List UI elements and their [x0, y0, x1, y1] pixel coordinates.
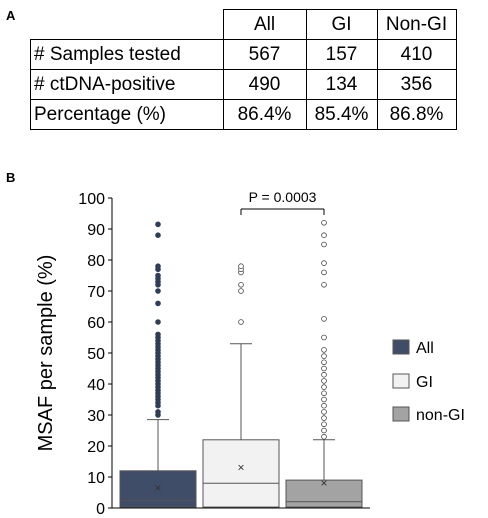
outlier-point — [321, 390, 327, 397]
outlier-point — [321, 232, 327, 239]
outlier-point — [321, 316, 327, 322]
outlier-point — [238, 263, 244, 270]
outlier-point — [321, 241, 327, 248]
y-tick-label: 40 — [87, 377, 105, 394]
outlier-point — [321, 378, 327, 384]
outlier-point — [155, 319, 161, 325]
outlier-point — [155, 288, 161, 294]
legend-label: All — [416, 340, 434, 357]
table-cell: 134 — [305, 69, 378, 100]
outlier-point — [238, 319, 244, 325]
legend-swatch — [392, 339, 410, 355]
outlier-point — [321, 421, 327, 428]
outlier-point — [238, 281, 244, 288]
table-cell: 86.4% — [222, 99, 307, 130]
table-row: Percentage (%) 86.4% 85.4% 86.8% — [30, 99, 457, 130]
outlier-point — [155, 409, 161, 415]
outlier-point — [321, 433, 327, 440]
outlier-point — [155, 300, 161, 307]
y-tick-label: 60 — [87, 315, 105, 332]
box-all — [119, 470, 197, 508]
outlier-point — [155, 331, 161, 338]
y-axis-title: MSAF per sample (%) — [35, 255, 57, 452]
y-tick-label: 80 — [87, 253, 105, 270]
outlier-point — [321, 347, 327, 353]
summary-table: All GI Non-GI # Samples tested 567 157 4… — [30, 9, 457, 130]
table-row-label: Percentage (%) — [30, 99, 224, 130]
y-tick-label: 20 — [87, 439, 105, 456]
outlier-point — [155, 272, 161, 279]
outlier-point — [238, 288, 244, 294]
outlier-point — [155, 232, 161, 239]
table-cell: 85.4% — [305, 99, 378, 130]
legend-label: non-GI — [416, 407, 465, 424]
outlier-point — [321, 260, 327, 266]
y-tick-label: 100 — [78, 191, 105, 208]
outlier-point — [321, 415, 327, 421]
outlier-point — [321, 371, 327, 378]
outlier-point — [321, 334, 327, 341]
mean-marker: × — [320, 476, 327, 490]
outlier-point — [321, 396, 327, 403]
p-value-label: P = 0.0003 — [249, 189, 317, 205]
panel-label-a: A — [6, 8, 16, 23]
outlier-point — [321, 281, 327, 288]
table-column-header: GI — [305, 9, 378, 40]
mean-marker: × — [154, 481, 161, 495]
y-tick-label: 50 — [87, 346, 105, 363]
outlier-point — [155, 221, 161, 228]
outlier-point — [321, 384, 327, 390]
table-cell: 490 — [222, 69, 307, 100]
y-tick-label: 10 — [87, 470, 105, 487]
outlier-point — [155, 263, 161, 270]
y-tick-label: 90 — [87, 222, 105, 239]
outlier-point — [321, 365, 327, 372]
table-column-header: Non-GI — [376, 9, 457, 40]
legend-label: GI — [416, 374, 433, 391]
outlier-point — [321, 269, 327, 276]
outlier-point — [321, 353, 327, 359]
outlier-point — [321, 359, 327, 366]
outlier-point — [321, 220, 327, 226]
legend-swatch — [392, 373, 410, 389]
outlier-point — [321, 409, 327, 415]
table-cell: 86.8% — [376, 99, 457, 130]
outlier-point — [321, 402, 327, 409]
y-tick-label: 0 — [96, 501, 105, 518]
table-cell: 157 — [305, 39, 378, 70]
table-column-header: All — [222, 9, 307, 40]
table-header-row: All GI Non-GI — [30, 9, 457, 40]
mean-marker: × — [237, 461, 244, 475]
outlier-point — [321, 427, 327, 434]
y-tick-label: 70 — [87, 284, 105, 301]
box-non-gi — [285, 479, 363, 508]
panel-label-b: B — [6, 170, 16, 185]
legend-swatch — [392, 406, 410, 422]
y-tick-label: 30 — [87, 408, 105, 425]
